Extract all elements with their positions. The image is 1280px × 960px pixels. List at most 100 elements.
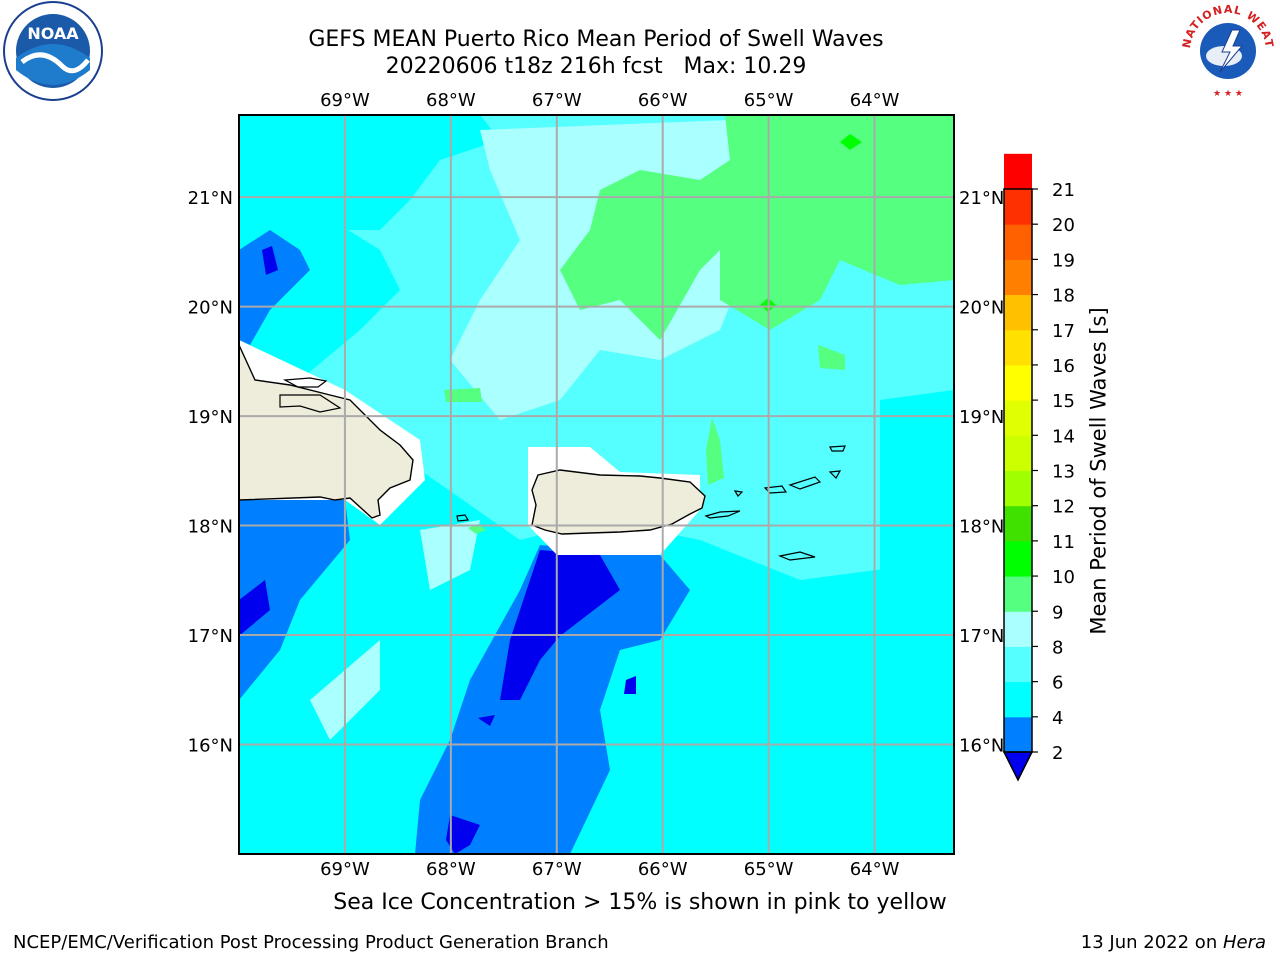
lat-tick-label-right: 19°N bbox=[959, 407, 1004, 428]
map-title: GEFS MEAN Puerto Rico Mean Period of Swe… bbox=[308, 27, 884, 52]
sea-ice-note: Sea Ice Concentration > 15% is shown in … bbox=[333, 890, 947, 915]
lon-tick-label-top: 69°W bbox=[320, 90, 370, 111]
contour-10-11-peak-1 bbox=[840, 134, 862, 150]
colorbar: 2 4 6 8 9 10 11 12 13 14 15 16 17 18 19 20 21 bbox=[1002, 153, 1075, 782]
map-frame bbox=[238, 114, 955, 855]
contour-2-4-trench bbox=[415, 545, 690, 854]
colorbar-tick-label: 16 bbox=[1052, 356, 1075, 377]
colorbar-segment bbox=[1004, 259, 1032, 296]
contour-under-2-4 bbox=[446, 815, 480, 854]
colorbar-tick-label: 21 bbox=[1052, 180, 1075, 201]
lon-tick-label-top: 66°W bbox=[638, 90, 688, 111]
noaa-logo-text: NOAA bbox=[27, 24, 79, 43]
lat-tick-label-left: 16°N bbox=[188, 736, 233, 757]
colorbar-segment bbox=[1004, 435, 1032, 471]
lon-tick-label-bottom: 67°W bbox=[532, 859, 582, 880]
lat-tick-label-left: 18°N bbox=[188, 517, 233, 538]
contour-2-4-southwest bbox=[239, 500, 350, 700]
lon-tick-label-bottom: 66°W bbox=[638, 859, 688, 880]
lat-tick-label-right: 16°N bbox=[959, 736, 1004, 757]
graticule bbox=[239, 115, 954, 854]
colorbar-tick-label: 19 bbox=[1052, 250, 1075, 271]
noaa-logo: NOAA bbox=[3, 1, 103, 101]
colorbar-label: Mean Period of Swell Waves [s] bbox=[1086, 306, 1111, 635]
colorbar-tick-label: 13 bbox=[1052, 462, 1075, 483]
colorbar-tick-label: 20 bbox=[1052, 215, 1075, 236]
lat-tick-label-right: 20°N bbox=[959, 298, 1004, 319]
footer-date: 13 Jun 2022 on Hera bbox=[1081, 932, 1266, 953]
colorbar-segment bbox=[1004, 224, 1032, 260]
st-croix-island bbox=[777, 551, 816, 561]
contour-4-6-nw bbox=[239, 115, 500, 230]
contour-9-10-small-1 bbox=[818, 345, 845, 370]
lon-tick-label-bottom: 69°W bbox=[320, 859, 370, 880]
contour-9-10-small-2 bbox=[444, 388, 482, 402]
contour-under-2-6 bbox=[624, 676, 636, 694]
colorbar-tick-label: 14 bbox=[1052, 426, 1075, 447]
lat-tick-label-right: 21°N bbox=[959, 188, 1004, 209]
contour-under-2-3 bbox=[262, 246, 278, 275]
tick-labels: 69°W 69°W 68°W 68°W 67°W 67°W 66°W 66°W 65°W 65°W… bbox=[188, 90, 1005, 880]
lat-tick-label-left: 19°N bbox=[188, 407, 233, 428]
anegada-island bbox=[829, 445, 846, 452]
hispaniola-land bbox=[239, 344, 414, 519]
colorbar-tick-label: 10 bbox=[1052, 567, 1075, 588]
colorbar-tick-label: 17 bbox=[1052, 321, 1075, 342]
lat-tick-label-right: 18°N bbox=[959, 517, 1004, 538]
colorbar-segment bbox=[1004, 576, 1032, 612]
swell-period-field bbox=[239, 115, 954, 854]
lat-tick-label-left: 20°N bbox=[188, 298, 233, 319]
colorbar-segment bbox=[1004, 611, 1032, 647]
lon-tick-label-bottom: 68°W bbox=[426, 859, 476, 880]
colorbar-segment bbox=[1004, 646, 1032, 683]
map-subtitle: 20220606 t18z 216h fcst Max: 10.29 bbox=[385, 54, 807, 79]
colorbar-under-triangle bbox=[1002, 751, 1034, 782]
lon-tick-label-top: 67°W bbox=[532, 90, 582, 111]
colorbar-segment bbox=[1004, 189, 1032, 225]
colorbar-segment bbox=[1004, 400, 1032, 436]
colorbar-segment bbox=[1004, 470, 1032, 507]
colorbar-segment bbox=[1004, 153, 1032, 190]
contour-under-2-2 bbox=[239, 580, 270, 636]
footer-host: Hera bbox=[1222, 932, 1266, 953]
footer-credit: NCEP/EMC/Verification Post Processing Pr… bbox=[13, 932, 609, 953]
lon-tick-label-bottom: 64°W bbox=[850, 859, 900, 880]
lon-tick-label-top: 64°W bbox=[850, 90, 900, 111]
lat-tick-label-left: 21°N bbox=[188, 188, 233, 209]
lat-tick-label-left: 17°N bbox=[188, 626, 233, 647]
colorbar-tick-label: 8 bbox=[1052, 637, 1063, 658]
lat-tick-label-right: 17°N bbox=[959, 626, 1004, 647]
virgin-islands-3 bbox=[828, 470, 842, 479]
colorbar-segment bbox=[1004, 329, 1032, 366]
tortuga-island bbox=[282, 377, 328, 388]
colorbar-tick-label: 6 bbox=[1052, 673, 1063, 694]
footer-date-prefix: 13 Jun 2022 on bbox=[1080, 932, 1223, 953]
contour-under-2-1 bbox=[500, 550, 620, 700]
colorbar-tick-label: 2 bbox=[1052, 743, 1063, 764]
contour-9-10-ne bbox=[560, 115, 954, 340]
colorbar-segment bbox=[1004, 716, 1032, 753]
colorbar-segment bbox=[1004, 540, 1032, 577]
colorbar-tick-label: 15 bbox=[1052, 391, 1075, 412]
colorbar-segment bbox=[1004, 364, 1032, 401]
lon-tick-label-top: 65°W bbox=[744, 90, 794, 111]
vieques-island bbox=[704, 510, 741, 519]
colorbar-tick-label: 11 bbox=[1052, 532, 1075, 553]
mona-island bbox=[456, 514, 470, 522]
svg-text:★ ★ ★: ★ ★ ★ bbox=[1213, 89, 1243, 99]
colorbar-segment bbox=[1004, 505, 1032, 542]
colorbar-tick-label: 18 bbox=[1052, 286, 1075, 307]
colorbar-segment bbox=[1004, 294, 1032, 331]
colorbar-segment bbox=[1004, 681, 1032, 718]
contour-under-2-5 bbox=[478, 715, 495, 726]
culebra-island bbox=[733, 490, 744, 497]
contour-9-10-small-3 bbox=[706, 418, 724, 485]
lon-tick-label-bottom: 65°W bbox=[744, 859, 794, 880]
hispaniola-peninsula bbox=[279, 394, 342, 413]
colorbar-tick-label: 12 bbox=[1052, 497, 1075, 518]
colorbar-tick-label: 4 bbox=[1052, 708, 1063, 729]
contour-2-4-west bbox=[239, 230, 310, 345]
lon-tick-label-top: 68°W bbox=[426, 90, 476, 111]
virgin-islands-2 bbox=[788, 476, 822, 490]
